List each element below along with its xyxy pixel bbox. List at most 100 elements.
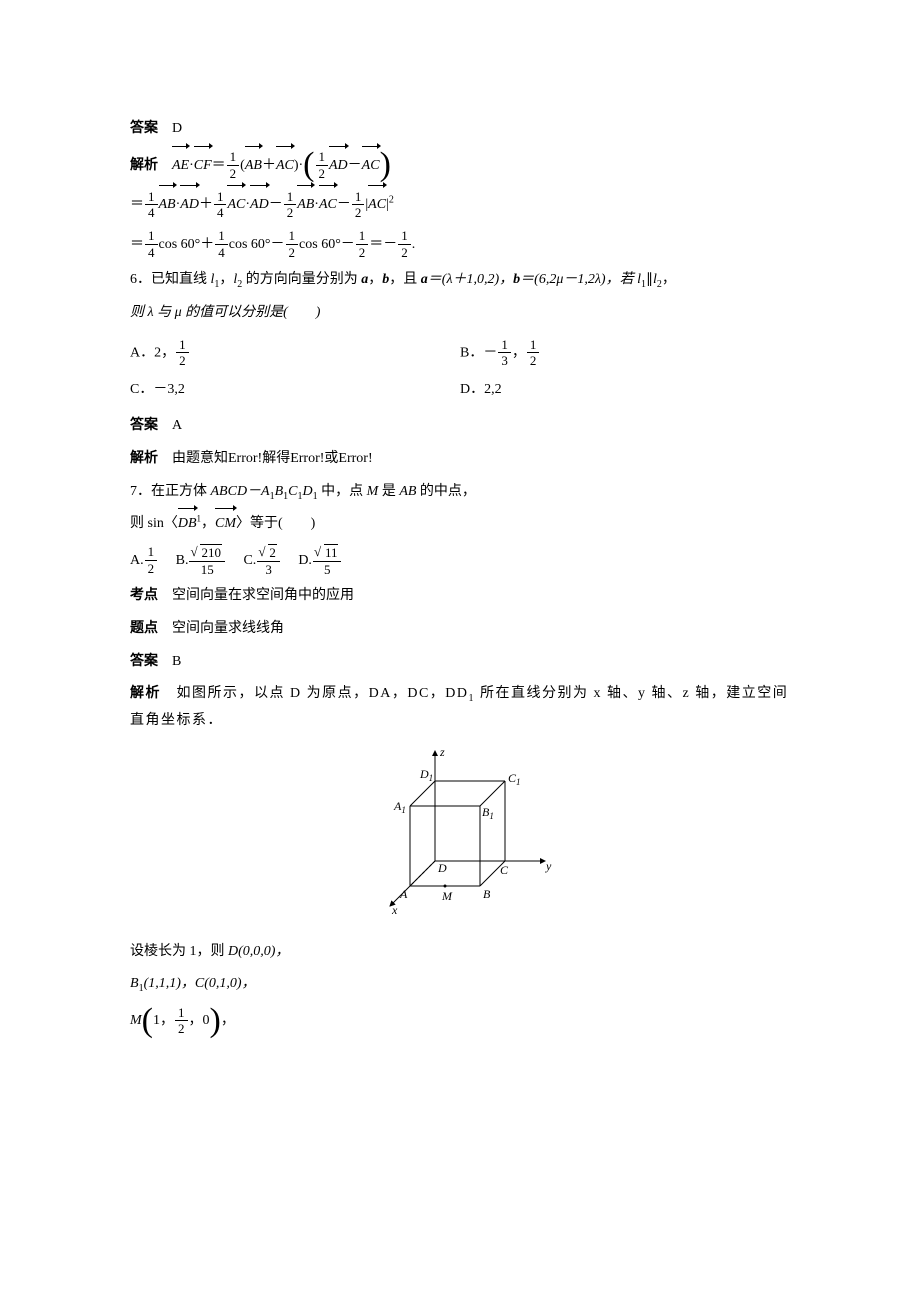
frac-num: 1 xyxy=(214,189,227,206)
option-a[interactable]: A.12 xyxy=(130,544,158,578)
text: D．2,2 xyxy=(460,382,502,397)
answer-value: D xyxy=(172,121,182,136)
text: 由题意知Error!解得Error!或Error! xyxy=(172,451,373,466)
sub: 1 xyxy=(214,279,219,290)
text: 如图所示，以点 D 为原点，DA，DC，DD xyxy=(177,686,469,701)
option-b[interactable]: B．－13，12 xyxy=(460,337,790,369)
text: 的方向向量分别为 xyxy=(242,272,361,287)
rad: 210 xyxy=(200,544,222,561)
q6-options: A．2，12 B．－13，12 C．－3,2 D．2,2 xyxy=(130,333,790,408)
text: C xyxy=(288,484,297,499)
svg-text:z: z xyxy=(439,746,445,759)
text: 中，点 xyxy=(318,484,367,499)
text: 设棱长为 1，则 xyxy=(130,944,228,959)
option-d[interactable]: D．2,2 xyxy=(460,377,790,404)
text: ，0 xyxy=(189,1013,210,1028)
text: D. xyxy=(298,553,312,568)
svg-text:D: D xyxy=(437,861,447,875)
vec: AD xyxy=(250,197,269,212)
text: A．2， xyxy=(130,345,175,360)
text: ， xyxy=(662,272,676,287)
frac-num: 1 xyxy=(316,149,329,166)
q7-after2: B1(1,1,1)，C(0,1,0)， xyxy=(130,971,790,998)
frac-num: 1 xyxy=(175,1005,188,1022)
answer-label: 答案 xyxy=(130,418,158,433)
svg-text:M: M xyxy=(441,889,453,903)
cos-term: cos 60° xyxy=(229,237,271,252)
answer-value: A xyxy=(172,418,182,433)
text: M xyxy=(367,484,379,499)
text: D xyxy=(303,484,313,499)
label: 题点 xyxy=(130,621,158,636)
vec-CF: CF xyxy=(194,158,212,173)
text: ， xyxy=(221,1013,235,1028)
svg-text:A1: A1 xyxy=(393,799,406,815)
text: 空间向量在求空间角中的应用 xyxy=(172,588,354,603)
q5-analysis-line2: ＝14AB·AD＋14AC·AD－12AB·AC－12|AC|2 xyxy=(130,188,790,222)
q6-stem: 6．已知直线 l1，l2 的方向向量分别为 a，b，且 a＝(λ＋1,0,2)，… xyxy=(130,267,790,294)
svg-text:D1: D1 xyxy=(419,767,433,783)
vec-AD: AD xyxy=(329,158,348,173)
vec-CM: CM xyxy=(215,516,236,531)
text: ＝(6,2μ－1,2λ)，若 xyxy=(520,272,637,287)
lparen-icon: ( xyxy=(303,153,314,177)
option-d[interactable]: D.115 xyxy=(298,544,342,578)
frac-den: 2 xyxy=(352,205,365,221)
frac-den: 2 xyxy=(175,1021,188,1037)
text: (1,1,1)， xyxy=(144,976,195,991)
frac-num: 1 xyxy=(356,228,369,245)
text: B．－ xyxy=(460,345,497,360)
vec-AB: AB xyxy=(245,158,262,173)
text: C. xyxy=(243,553,256,568)
q7-kaodian: 考点 空间向量在求空间角中的应用 xyxy=(130,583,790,610)
cos-term: cos 60° xyxy=(159,237,201,252)
option-c[interactable]: C．－3,2 xyxy=(130,377,460,404)
option-c[interactable]: C.23 xyxy=(243,544,280,578)
q7-stem2: 则 sin〈DB1，CM〉等于( ) xyxy=(130,511,790,538)
frac-num: 1 xyxy=(145,228,158,245)
frac-den: 2 xyxy=(145,561,158,577)
vec-a: a xyxy=(421,272,428,287)
vec: AB xyxy=(159,197,176,212)
sub: 1 xyxy=(641,279,646,290)
q6-answer: 答案 A xyxy=(130,413,790,440)
svg-text:B1: B1 xyxy=(482,805,494,821)
text: C(0,1,0)， xyxy=(195,976,256,991)
frac-num: 1 xyxy=(227,149,240,166)
option-a[interactable]: A．2，12 xyxy=(130,337,460,369)
text: D(0,0,0)， xyxy=(228,944,289,959)
text: ，且 xyxy=(389,272,421,287)
q7-options: A.12 B.21015 C.23 D. 1 15 xyxy=(130,544,790,578)
q7-after1: 设棱长为 1，则 D(0,0,0)， xyxy=(130,939,790,966)
frac-num: 1 xyxy=(352,189,365,206)
frac-num: 1 xyxy=(527,337,540,354)
q7-stem1: 7．在正方体 ABCD－A1B1C1D1 中，点 M 是 AB 的中点， xyxy=(130,479,790,506)
rparen-icon: ) xyxy=(380,153,391,177)
vec: AC xyxy=(227,197,245,212)
frac-den: 15 xyxy=(189,562,225,578)
svg-text:A: A xyxy=(399,887,408,901)
rad: 11 xyxy=(324,544,339,561)
frac-num: 1 xyxy=(398,228,411,245)
vec: AC xyxy=(368,197,386,212)
frac-den: 2 xyxy=(176,353,189,369)
q7-answer: 答案 B xyxy=(130,649,790,676)
frac-num: 1 xyxy=(145,544,158,561)
q6-analysis: 解析 由题意知Error!解得Error!或Error! xyxy=(130,446,790,473)
frac-den: 2 xyxy=(527,353,540,369)
option-b[interactable]: B.21015 xyxy=(176,544,226,578)
q5-analysis-line1: 解析 AE·CF＝12(AB＋AC)·(12AD－AC) xyxy=(130,149,790,183)
text: 6．已知直线 xyxy=(130,272,211,287)
text: 〉等于( ) xyxy=(236,516,315,531)
q5-analysis-line3: ＝14cos 60°＋14cos 60°－12cos 60°－12＝－12. xyxy=(130,228,790,262)
analysis-label: 解析 xyxy=(130,158,158,173)
frac-den: 2 xyxy=(316,166,329,182)
frac-num: 1 xyxy=(145,189,158,206)
frac-den: 4 xyxy=(145,205,158,221)
squared: 2 xyxy=(389,195,394,206)
cube-figure: D1 C1 A1 B1 D C A B M z y x xyxy=(130,746,790,927)
frac-den: 4 xyxy=(214,205,227,221)
frac-den: 4 xyxy=(145,245,158,261)
frac-num: 1 xyxy=(498,337,511,354)
lparen-icon: ( xyxy=(142,1009,153,1033)
